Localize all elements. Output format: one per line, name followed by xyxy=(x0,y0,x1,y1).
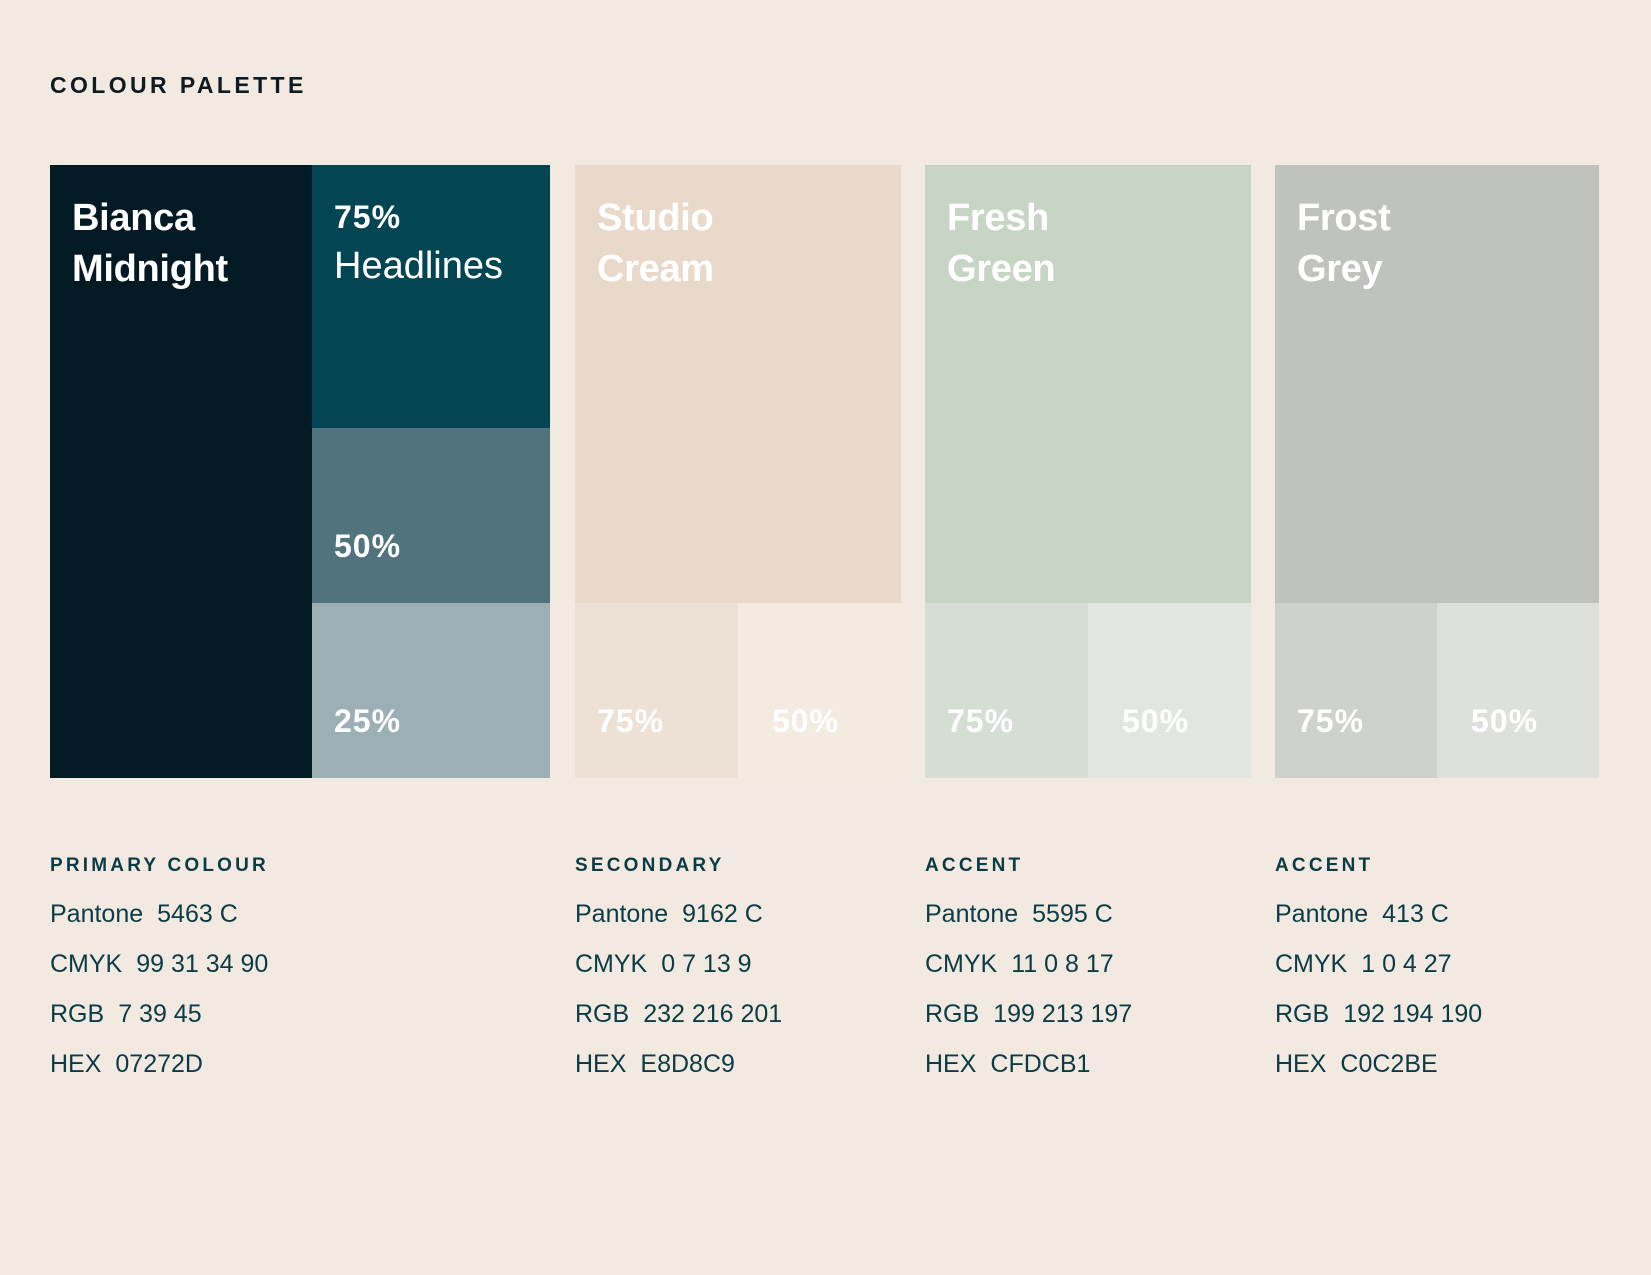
spec-rgb: RGB 7 39 45 xyxy=(50,989,269,1039)
spec-cmyk: CMYK 99 31 34 90 xyxy=(50,939,269,989)
spec-value: 413 C xyxy=(1382,900,1449,928)
spec-key: RGB xyxy=(575,1000,630,1028)
spec-key: HEX xyxy=(575,1050,627,1078)
spec-key: CMYK xyxy=(50,950,123,978)
swatch-name: Studio Cream xyxy=(597,197,714,290)
spec-value: 11 0 8 17 xyxy=(1011,950,1114,978)
spec-key: Pantone xyxy=(575,900,669,928)
swatch-bianca-midnight: Bianca Midnight xyxy=(50,165,312,778)
tint-percentage: 75% xyxy=(597,703,665,739)
spec-cmyk: CMYK 1 0 4 27 xyxy=(1275,939,1482,989)
spec-hex: HEX 07272D xyxy=(50,1039,269,1089)
spec-key: RGB xyxy=(925,1000,980,1028)
spec-key: CMYK xyxy=(575,950,648,978)
spec-value: 5463 C xyxy=(157,900,238,928)
spec-rgb: RGB 232 216 201 xyxy=(575,989,782,1039)
swatch-green-75: 75% xyxy=(925,603,1088,778)
swatch-frost-grey: Frost Grey xyxy=(1275,165,1599,603)
swatch-cream-75: 75% xyxy=(575,603,738,778)
spec-key: CMYK xyxy=(925,950,998,978)
spec-key: HEX xyxy=(1275,1050,1327,1078)
spec-value: CFDCB1 xyxy=(990,1050,1091,1078)
spec-pantone: Pantone 5595 C xyxy=(925,889,1132,939)
tint-percentage: 25% xyxy=(334,703,402,739)
spec-heading: ACCENT xyxy=(925,855,1024,876)
swatch-name: Bianca Midnight xyxy=(72,197,228,290)
swatch-grey-75: 75% xyxy=(1275,603,1437,778)
swatch-midnight-25: 25% xyxy=(312,603,550,778)
swatch-grey-50: 50% xyxy=(1437,603,1599,778)
swatch-fresh-green: Fresh Green xyxy=(925,165,1251,603)
spec-key: CMYK xyxy=(1275,950,1348,978)
spec-value: 07272D xyxy=(115,1050,203,1078)
swatch-name: Fresh Green xyxy=(947,197,1056,290)
spec-rgb: RGB 192 194 190 xyxy=(1275,989,1482,1039)
spec-accent-grey: ACCENT Pantone 413 C CMYK 1 0 4 27 RGB 192 … xyxy=(1275,855,1482,1089)
tint-percentage: 50% xyxy=(1122,703,1190,739)
spec-value: 192 194 190 xyxy=(1343,1000,1483,1028)
swatch-midnight-50: 50% xyxy=(312,428,550,603)
tint-percentage: 75% xyxy=(1297,703,1365,739)
spec-heading: ACCENT xyxy=(1275,855,1374,876)
spec-hex: HEX C0C2BE xyxy=(1275,1039,1482,1089)
spec-value: 0 7 13 9 xyxy=(661,950,752,978)
tint-percentage: 50% xyxy=(772,703,840,739)
swatch-studio-cream: Studio Cream xyxy=(575,165,901,603)
tint-percentage: 75% xyxy=(334,199,402,235)
spec-key: RGB xyxy=(1275,1000,1330,1028)
spec-key: Pantone xyxy=(1275,900,1369,928)
spec-hex: HEX E8D8C9 xyxy=(575,1039,782,1089)
tint-percentage: 50% xyxy=(1471,703,1539,739)
spec-value: 199 213 197 xyxy=(993,1000,1133,1028)
spec-hex: HEX CFDCB1 xyxy=(925,1039,1132,1089)
spec-rgb: RGB 199 213 197 xyxy=(925,989,1132,1039)
page-title: COLOUR PALETTE xyxy=(50,72,307,98)
spec-key: HEX xyxy=(50,1050,102,1078)
headlines-label: Headlines xyxy=(334,245,503,287)
spec-key: Pantone xyxy=(50,900,144,928)
spec-pantone: Pantone 9162 C xyxy=(575,889,782,939)
swatch-headlines-75: 75% Headlines xyxy=(312,165,550,428)
spec-pantone: Pantone 5463 C xyxy=(50,889,269,939)
spec-heading: PRIMARY COLOUR xyxy=(50,855,269,876)
tint-percentage: 50% xyxy=(334,528,402,564)
spec-key: Pantone xyxy=(925,900,1019,928)
swatch-name: Frost Grey xyxy=(1297,197,1391,290)
spec-cmyk: CMYK 0 7 13 9 xyxy=(575,939,782,989)
spec-value: 99 31 34 90 xyxy=(136,950,269,978)
spec-value: E8D8C9 xyxy=(640,1050,735,1078)
spec-value: 1 0 4 27 xyxy=(1361,950,1452,978)
tint-percentage: 75% xyxy=(947,703,1015,739)
spec-key: HEX xyxy=(925,1050,977,1078)
spec-cmyk: CMYK 11 0 8 17 xyxy=(925,939,1132,989)
spec-value: 232 216 201 xyxy=(643,1000,783,1028)
swatch-green-50: 50% xyxy=(1088,603,1251,778)
spec-primary: PRIMARY COLOUR Pantone 5463 C CMYK 99 31 3… xyxy=(50,855,269,1089)
spec-key: RGB xyxy=(50,1000,105,1028)
spec-heading: SECONDARY xyxy=(575,855,725,876)
spec-secondary: SECONDARY Pantone 9162 C CMYK 0 7 13 9 RGB… xyxy=(575,855,782,1089)
spec-value: C0C2BE xyxy=(1340,1050,1438,1078)
spec-accent-green: ACCENT Pantone 5595 C CMYK 11 0 8 17 RGB 19… xyxy=(925,855,1132,1089)
spec-pantone: Pantone 413 C xyxy=(1275,889,1482,939)
spec-value: 9162 C xyxy=(682,900,763,928)
spec-value: 7 39 45 xyxy=(118,1000,202,1028)
spec-value: 5595 C xyxy=(1032,900,1113,928)
swatch-cream-50: 50% xyxy=(738,603,901,778)
